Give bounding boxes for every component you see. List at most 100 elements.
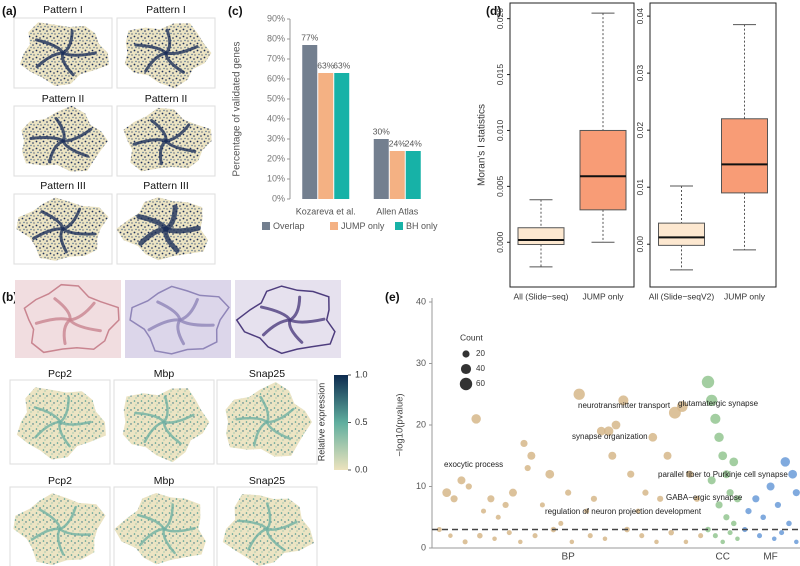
term-point (518, 539, 523, 545)
tissue-fold (162, 527, 176, 555)
x-tick-label: Allen Atlas (376, 206, 419, 216)
gene-title: Pcp2 (48, 475, 72, 487)
y-tick-label: 0.020 (495, 8, 505, 30)
y-tick-label: 0.03 (635, 65, 645, 82)
tissue-fold (164, 139, 197, 153)
term-point (524, 464, 531, 472)
term-point (701, 375, 715, 389)
term-point (686, 470, 694, 478)
y-tick-label: 0% (272, 193, 285, 203)
term-point (608, 451, 617, 460)
panel-label: (c) (228, 4, 243, 18)
tissue-fold (261, 318, 292, 337)
y-tick-label: 0 (421, 542, 426, 552)
expression-map (122, 388, 210, 463)
tissue-fold (56, 527, 65, 556)
panel-label: (d) (486, 4, 501, 18)
tissue-fold (137, 513, 166, 531)
term-point (527, 451, 536, 460)
term-point (603, 426, 614, 436)
tissue-fold (147, 318, 182, 332)
annotation: GABA−ergic synapse (666, 493, 743, 502)
box (517, 227, 565, 246)
term-point (584, 508, 590, 514)
y-tick-label: 0.01 (635, 179, 645, 196)
term-point (722, 470, 731, 479)
tissue-fold (178, 318, 215, 327)
tissue-fold (178, 298, 199, 322)
term-point (480, 508, 487, 514)
term-point (648, 432, 658, 442)
term-point (726, 489, 734, 497)
term-point (663, 451, 672, 460)
term-point (794, 539, 799, 545)
y-tick-label: 0.005 (495, 175, 505, 197)
tissue-fold (265, 407, 295, 424)
annotation: parallel fiber to Purkinje cell synapse (658, 470, 788, 479)
term-point (668, 406, 681, 419)
legend-swatch (395, 222, 403, 230)
annotation: regulation of neuron projection developm… (545, 507, 702, 516)
term-point (502, 501, 509, 509)
box (721, 118, 768, 194)
tissue-fold (265, 527, 286, 552)
y-tick-label: 0.015 (495, 64, 505, 86)
term-point (495, 514, 501, 520)
term-point (712, 533, 718, 539)
value-label: 30% (373, 126, 390, 136)
value-label: 24% (389, 138, 406, 148)
term-point (698, 533, 704, 539)
y-axis-label: Moran's I statistics (477, 104, 488, 186)
term-point (683, 539, 689, 545)
pattern-title: Pattern II (42, 93, 85, 105)
colorbar-tick-label: 1.0 (355, 369, 368, 379)
pattern-title: Pattern I (43, 4, 83, 16)
tissue-fold (134, 411, 166, 424)
tissue-fold (61, 227, 97, 236)
y-tick-label: 40% (267, 113, 285, 123)
term-point (735, 536, 740, 542)
y-tick-label: 10 (416, 481, 426, 491)
bar (302, 45, 318, 199)
size-legend-dot (460, 363, 472, 375)
term-point (718, 451, 728, 461)
term-point (602, 536, 608, 542)
legend-label: BH only (406, 221, 438, 231)
tissue-fold (144, 51, 168, 73)
term-point (715, 501, 723, 509)
y-tick-label: 60% (267, 73, 285, 83)
tissue-fold (38, 508, 62, 531)
size-legend-dot (459, 377, 473, 391)
y-tick-label: 20% (267, 153, 285, 163)
tissue-fold (259, 305, 292, 322)
colorbar (334, 375, 348, 470)
term-point (558, 520, 564, 526)
group-label: MF (763, 552, 777, 563)
tissue-fold (68, 318, 102, 333)
term-point (545, 469, 555, 479)
term-point (565, 489, 572, 496)
panel-label: (b) (2, 290, 17, 304)
tissue-fold (162, 503, 174, 531)
legend-swatch (330, 222, 338, 230)
term-point (508, 488, 517, 497)
colorbar-tick-label: 0.5 (355, 417, 368, 427)
term-point (760, 514, 766, 521)
term-point (714, 432, 724, 443)
term-point (774, 501, 782, 509)
term-point (720, 539, 725, 545)
annotation: synapse organization (572, 432, 648, 441)
term-point (457, 476, 466, 485)
term-point (477, 532, 483, 539)
group-label: BP (561, 552, 575, 563)
term-point (727, 530, 733, 536)
term-point (539, 502, 545, 508)
legend-label: Overlap (273, 221, 305, 231)
tissue-fold (29, 136, 65, 143)
gene-title: Mbp (154, 368, 175, 380)
colorbar-tick-label: 0.0 (355, 464, 368, 474)
tissue-fold (58, 527, 92, 536)
tissue-fold (259, 395, 270, 424)
annotation: neurotransmitter transport (578, 401, 671, 410)
term-point (756, 533, 763, 539)
